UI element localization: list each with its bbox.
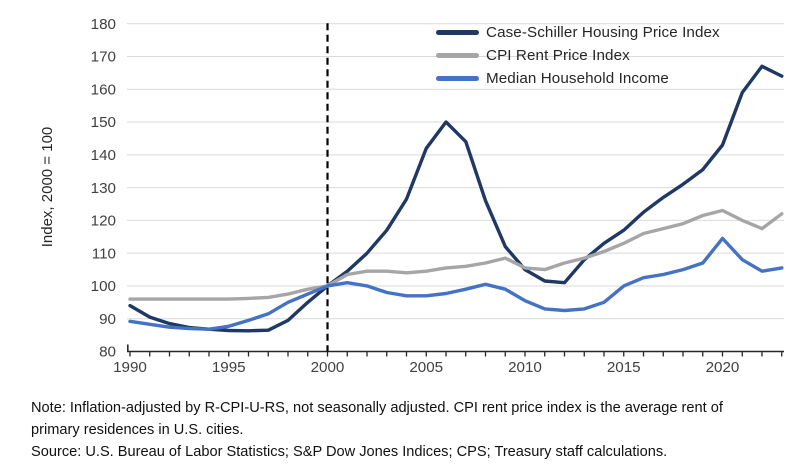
x-tick-label: 1995 bbox=[212, 359, 246, 376]
legend-item-median-income: Median Household Income bbox=[436, 67, 720, 90]
legend-item-case-schiller: Case-Schiller Housing Price Index bbox=[436, 21, 720, 44]
source-text: Source: U.S. Bureau of Labor Statistics;… bbox=[31, 443, 668, 460]
y-tick-label: 160 bbox=[91, 81, 116, 98]
x-tick-label: 2005 bbox=[409, 359, 443, 376]
legend-label: CPI Rent Price Index bbox=[486, 47, 630, 64]
y-tick-label: 110 bbox=[92, 245, 116, 262]
x-tick-label: 1990 bbox=[113, 359, 147, 376]
line-chart-canvas: 80 90 100 110 120 130 140 150 160 170 180 Index, 20… bbox=[39, 16, 784, 376]
chart-legend: Case-Schiller Housing Price Index CPI Re… bbox=[436, 21, 720, 90]
legend-item-cpi-rent: CPI Rent Price Index bbox=[436, 44, 720, 67]
y-axis-title: Index, 2000 = 100 bbox=[39, 127, 56, 248]
series-line-case-schiller-housing-price-index bbox=[128, 64, 784, 333]
y-tick-label: 100 bbox=[91, 278, 116, 295]
legend-swatch-median-income bbox=[436, 76, 479, 81]
x-tick-label: 2010 bbox=[508, 359, 542, 376]
x-tick-label: 2015 bbox=[607, 359, 641, 376]
legend-label: Case-Schiller Housing Price Index bbox=[486, 24, 720, 41]
chart-footnotes: Note: Inflation-adjusted by R-CPI-U-RS, … bbox=[31, 398, 745, 464]
x-tick-label: 2020 bbox=[706, 359, 740, 376]
y-tick-label: 150 bbox=[91, 114, 116, 131]
series-line-cpi-rent-price-index bbox=[128, 208, 784, 301]
legend-label: Median Household Income bbox=[486, 70, 669, 87]
y-tick-label: 120 bbox=[91, 213, 116, 230]
note-text: Note: Inflation-adjusted by R-CPI-U-RS, … bbox=[31, 400, 723, 438]
y-tick-label: 170 bbox=[91, 49, 116, 66]
y-tick-label: 90 bbox=[99, 311, 116, 328]
x-tick-label: 2000 bbox=[311, 359, 345, 376]
legend-swatch-cpi-rent bbox=[436, 53, 479, 58]
y-tick-label: 140 bbox=[91, 147, 116, 164]
y-tick-label: 130 bbox=[91, 180, 116, 197]
y-tick-label: 80 bbox=[99, 344, 116, 361]
series-line-median-household-income bbox=[128, 236, 784, 331]
legend-swatch-case-schiller bbox=[436, 30, 479, 35]
y-tick-label: 180 bbox=[91, 16, 116, 33]
